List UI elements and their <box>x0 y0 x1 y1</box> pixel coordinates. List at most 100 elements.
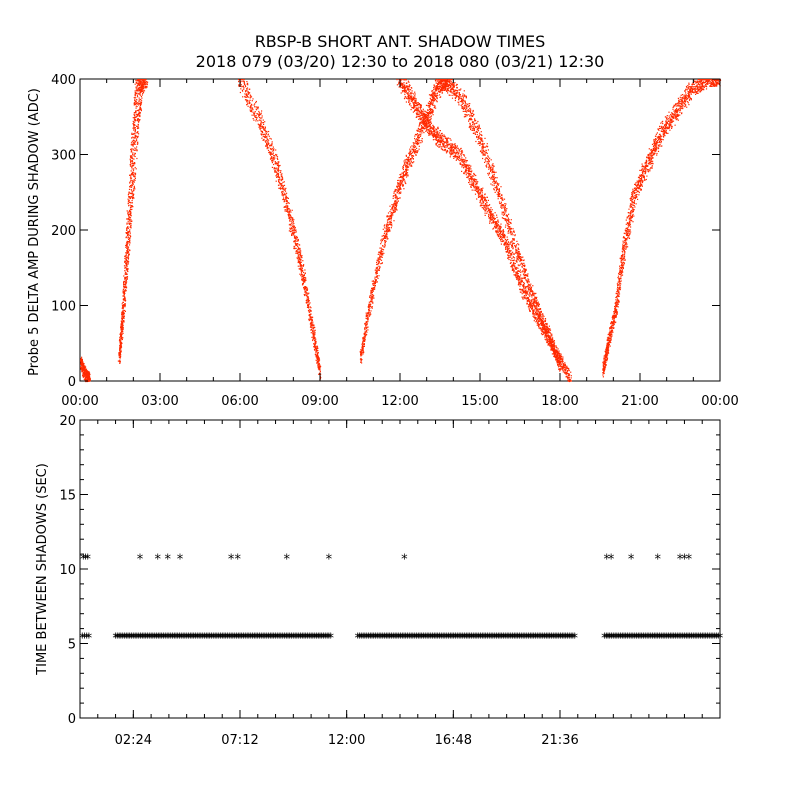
top-point <box>316 345 318 347</box>
top-point <box>364 338 366 340</box>
top-point <box>261 134 263 136</box>
top-point <box>129 214 132 216</box>
top-point <box>87 371 90 373</box>
top-point <box>413 97 415 99</box>
top-point <box>410 98 412 100</box>
top-point <box>247 96 249 98</box>
top-point <box>505 248 507 250</box>
top-point <box>471 177 473 179</box>
top-point <box>134 137 136 139</box>
top-point <box>422 117 425 119</box>
top-point <box>139 89 141 91</box>
top-point <box>419 103 421 105</box>
top-point <box>126 240 128 242</box>
top-point <box>294 229 296 231</box>
top-point <box>443 136 445 138</box>
top-point <box>130 156 132 158</box>
top-point <box>403 160 405 162</box>
top-point <box>433 126 435 128</box>
top-point <box>398 193 400 195</box>
top-point <box>317 362 320 364</box>
top-point <box>276 171 278 173</box>
top-point <box>435 134 437 136</box>
top-point <box>312 339 314 342</box>
top-point <box>294 226 296 229</box>
top-point <box>433 88 435 90</box>
top-point <box>391 214 393 216</box>
top-point <box>318 362 320 365</box>
top-point <box>285 197 287 200</box>
top-point <box>493 219 495 221</box>
top-point <box>434 98 436 100</box>
top-point <box>433 129 435 131</box>
top-point <box>385 237 387 239</box>
top-point <box>243 81 245 83</box>
top-point <box>296 252 298 254</box>
top-point <box>473 186 475 188</box>
top-point <box>459 157 461 159</box>
top-point <box>128 215 130 217</box>
top-point <box>257 107 259 109</box>
top-point <box>489 219 492 221</box>
top-point <box>403 85 405 87</box>
top-point <box>139 112 141 114</box>
top-point <box>443 145 445 147</box>
top-point <box>402 178 404 180</box>
top-point <box>126 228 128 230</box>
top-point <box>129 196 131 199</box>
top-point <box>133 164 135 166</box>
top-point <box>135 88 137 90</box>
top-point <box>405 182 407 185</box>
top-point <box>402 86 405 88</box>
top-point <box>502 229 504 231</box>
top-point <box>295 244 297 247</box>
top-point <box>141 79 144 81</box>
top-point <box>120 356 122 358</box>
top-point <box>407 92 409 94</box>
top-point <box>367 317 369 319</box>
top-point <box>314 334 316 336</box>
top-point <box>314 343 316 345</box>
top-point <box>482 187 484 189</box>
top-point <box>136 149 138 151</box>
top-point <box>257 106 259 108</box>
top-point <box>131 157 133 159</box>
top-point <box>316 349 318 351</box>
top-point <box>470 173 472 175</box>
top-point <box>443 134 445 136</box>
top-point <box>301 279 303 281</box>
top-point <box>133 142 136 144</box>
top-point <box>489 210 491 212</box>
top-point <box>134 100 137 102</box>
top-point <box>426 126 428 128</box>
top-point <box>437 136 439 139</box>
top-point <box>249 99 251 101</box>
top-point <box>266 131 268 133</box>
top-point <box>292 224 294 226</box>
top-point <box>142 79 144 81</box>
top-point <box>266 139 268 141</box>
top-point <box>403 86 405 88</box>
top-point <box>425 111 427 113</box>
top-point <box>305 294 307 296</box>
top-point <box>450 150 452 152</box>
top-point <box>279 182 281 184</box>
top-point <box>146 82 148 84</box>
top-point <box>411 92 413 94</box>
top-point <box>292 225 294 228</box>
top-point <box>279 183 281 185</box>
top-point <box>283 201 285 203</box>
top-point <box>272 157 274 159</box>
top-point <box>430 100 432 102</box>
top-point <box>280 178 282 180</box>
top-point <box>280 185 282 187</box>
top-point <box>291 230 293 232</box>
top-point <box>294 242 296 244</box>
top-point <box>317 355 319 357</box>
top-point <box>494 212 496 214</box>
top-point <box>316 354 318 356</box>
top-point <box>430 122 432 124</box>
top-point <box>402 185 404 187</box>
top-point <box>366 318 368 320</box>
top-point <box>265 140 267 142</box>
